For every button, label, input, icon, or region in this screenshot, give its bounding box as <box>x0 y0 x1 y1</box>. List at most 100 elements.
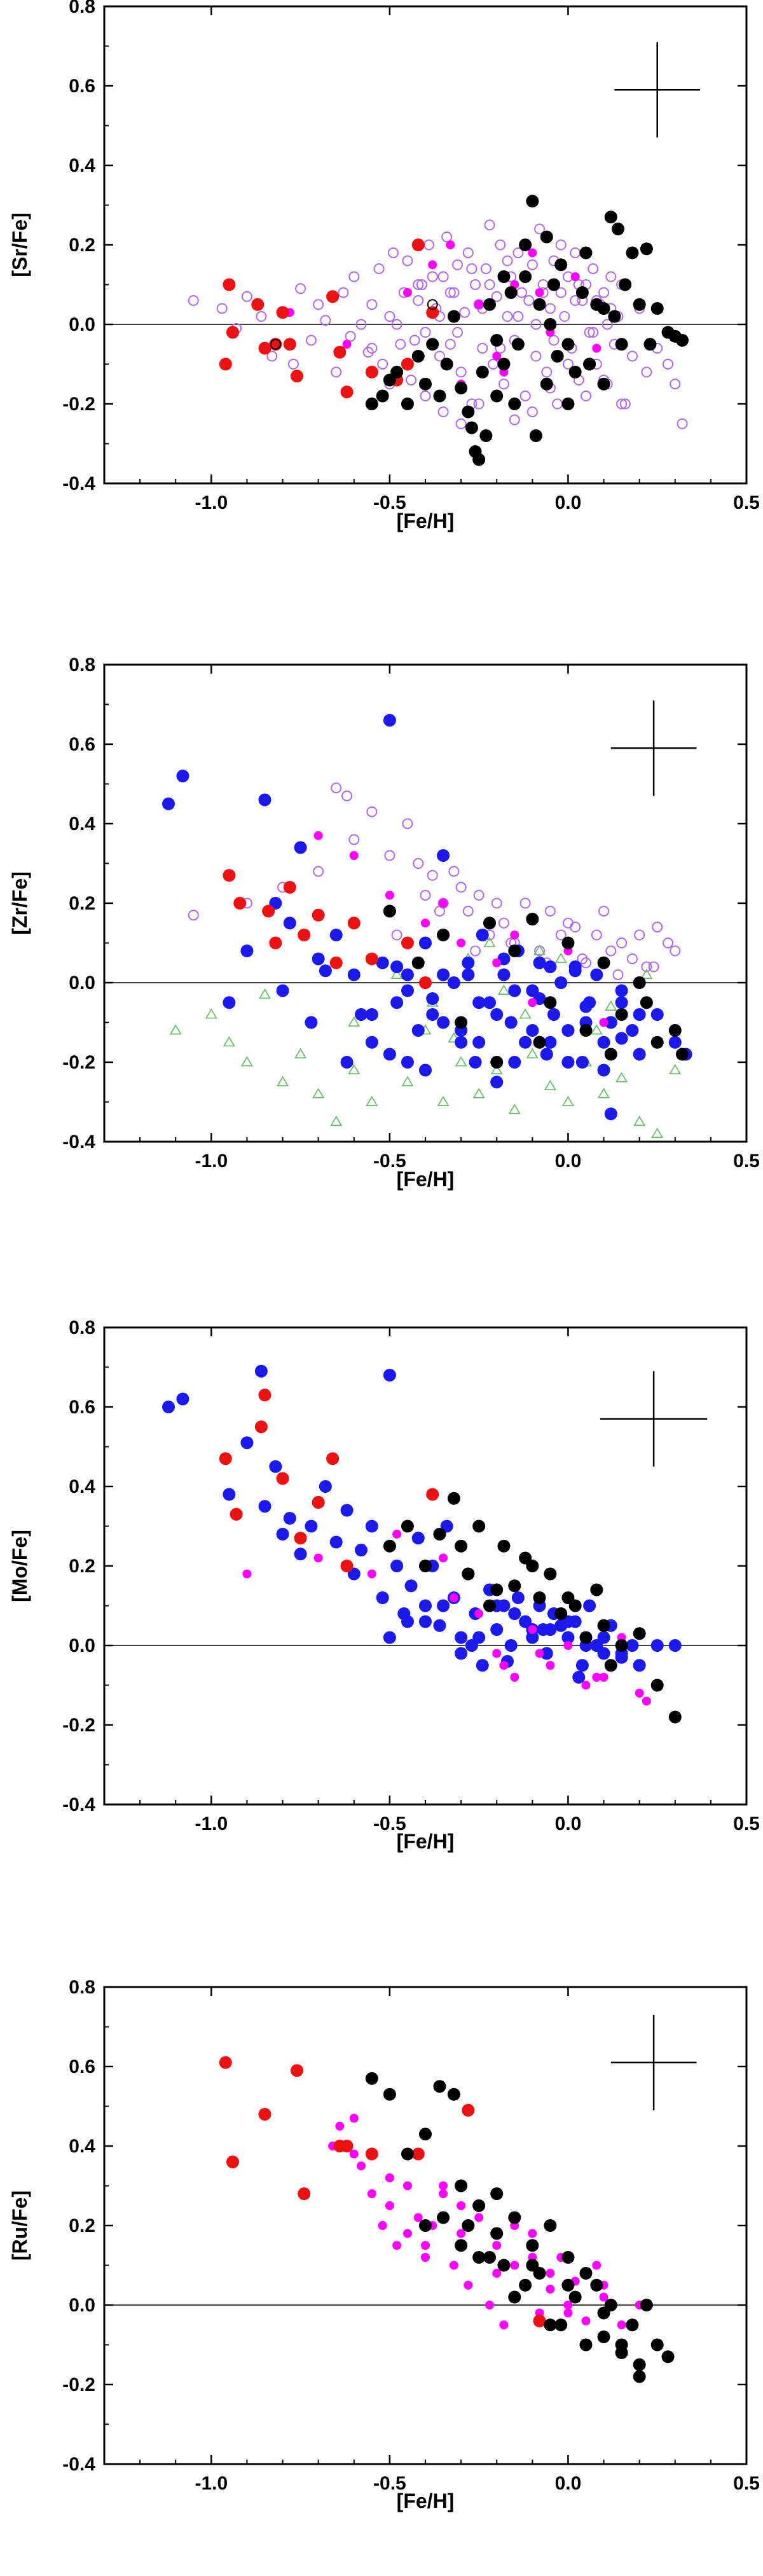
data-point <box>483 298 496 311</box>
data-point <box>554 258 568 272</box>
data-point <box>510 931 519 939</box>
data-point <box>305 1520 318 1533</box>
data-point <box>495 239 506 251</box>
data-point <box>601 319 613 330</box>
data-point <box>349 2114 359 2123</box>
ytick-label-zr: -0.2 <box>62 1052 95 1073</box>
data-point <box>490 1623 504 1636</box>
data-point <box>455 2179 468 2192</box>
data-point <box>439 1553 448 1563</box>
data-point <box>340 1056 354 1069</box>
data-point <box>457 2229 466 2238</box>
data-point <box>258 988 272 999</box>
data-point <box>579 246 593 260</box>
data-point <box>676 334 689 347</box>
data-point <box>355 319 367 330</box>
data-point <box>365 1035 378 1049</box>
data-point <box>448 287 460 298</box>
data-point <box>305 335 317 346</box>
data-point <box>588 263 599 274</box>
data-point <box>561 1591 575 1604</box>
data-point <box>395 338 406 350</box>
data-point <box>488 359 499 370</box>
ytick-label-ru: -0.4 <box>62 2454 95 2475</box>
data-point <box>427 271 438 282</box>
data-point <box>465 421 478 434</box>
data-point <box>490 1076 504 1089</box>
xtick-label-ru: 0.0 <box>555 2473 582 2494</box>
ytick-label-sr: 0.0 <box>69 314 95 335</box>
data-point <box>455 1035 468 1049</box>
data-point <box>535 288 544 297</box>
data-point <box>575 1056 589 1069</box>
data-point <box>590 1583 603 1596</box>
xtick-label-zr: 0.5 <box>733 1151 760 1172</box>
data-point <box>411 350 425 363</box>
data-point <box>402 2181 412 2191</box>
data-point <box>544 960 557 973</box>
data-point <box>535 1649 544 1658</box>
data-point <box>283 338 296 351</box>
data-point <box>570 272 580 281</box>
data-point <box>568 2290 582 2304</box>
data-point <box>502 255 513 267</box>
data-point <box>283 881 296 894</box>
data-point <box>508 984 521 997</box>
data-point <box>329 929 343 941</box>
data-point <box>597 1647 610 1660</box>
data-point <box>283 1512 296 1525</box>
data-point <box>377 359 388 370</box>
data-point <box>312 952 325 966</box>
data-point <box>449 2261 458 2270</box>
data-point <box>619 278 632 291</box>
data-point <box>413 858 424 869</box>
series-mo-black <box>383 1492 682 1724</box>
data-point <box>294 1532 307 1545</box>
data-point <box>329 956 343 969</box>
data-point <box>266 350 278 362</box>
data-point <box>598 906 610 917</box>
xtick-label-ru: -1.0 <box>195 2473 228 2494</box>
data-point <box>269 1460 282 1473</box>
data-point <box>485 2301 494 2309</box>
data-point <box>219 2056 232 2069</box>
data-point <box>366 806 378 817</box>
ytick-label-ru: 0.8 <box>69 1977 95 1998</box>
data-point <box>426 1488 439 1501</box>
data-point <box>479 429 493 442</box>
data-point <box>497 1539 511 1553</box>
data-point <box>651 1127 664 1138</box>
data-point <box>433 389 446 403</box>
data-point <box>240 1436 254 1450</box>
data-point <box>452 259 463 270</box>
data-point <box>508 1104 521 1114</box>
data-point <box>291 2064 303 2077</box>
data-point <box>383 1631 396 1644</box>
data-point <box>402 255 413 267</box>
panel-mo: [Mo/Fe] [Fe/H] -1.0 -0.5 0.0 0.5 -0.4 -0… <box>8 1317 760 1853</box>
data-point <box>419 1599 432 1612</box>
data-point <box>390 1560 404 1572</box>
data-point <box>511 1591 525 1604</box>
data-point <box>534 223 546 235</box>
data-point <box>340 1504 354 1517</box>
data-point <box>390 968 403 979</box>
data-point <box>470 279 481 290</box>
data-point <box>490 2187 504 2200</box>
data-point <box>341 790 353 801</box>
data-point <box>391 319 402 330</box>
data-point <box>516 287 527 298</box>
data-point <box>367 2189 376 2198</box>
data-point <box>433 1619 446 1632</box>
data-point <box>447 2088 460 2101</box>
data-point <box>294 1548 307 1561</box>
data-point <box>650 1679 664 1692</box>
data-point <box>446 240 455 249</box>
data-point <box>510 2261 519 2270</box>
ytick-label-zr: 0.0 <box>69 973 95 994</box>
data-point <box>437 2211 450 2224</box>
data-point <box>319 964 332 978</box>
data-point <box>533 298 546 311</box>
data-point <box>313 866 324 877</box>
